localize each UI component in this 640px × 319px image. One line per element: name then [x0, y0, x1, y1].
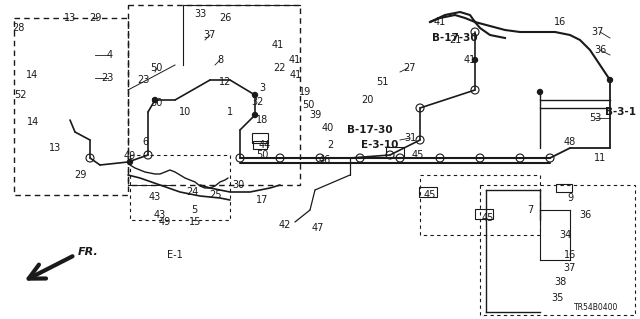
- Text: 14: 14: [26, 70, 38, 80]
- Text: B-17-30: B-17-30: [432, 33, 478, 43]
- Circle shape: [253, 93, 257, 98]
- Bar: [128, 5, 300, 185]
- Text: FR.: FR.: [78, 247, 99, 257]
- Text: B-17-30: B-17-30: [347, 125, 393, 135]
- Text: 41: 41: [289, 55, 301, 65]
- Bar: [14, 18, 128, 195]
- Text: 14: 14: [27, 117, 39, 127]
- Text: 11: 11: [594, 153, 606, 163]
- Bar: [252, 133, 268, 143]
- Text: 23: 23: [137, 75, 149, 85]
- Text: 34: 34: [559, 230, 571, 240]
- Text: 33: 33: [194, 9, 206, 19]
- Text: 3: 3: [259, 83, 265, 93]
- Text: 30: 30: [232, 180, 244, 190]
- Text: 36: 36: [594, 45, 606, 55]
- Text: 40: 40: [322, 123, 334, 133]
- Text: 49: 49: [124, 151, 136, 161]
- Text: 50: 50: [150, 63, 162, 73]
- Text: 29: 29: [89, 13, 101, 23]
- Text: 47: 47: [312, 223, 324, 233]
- Text: 36: 36: [579, 210, 591, 220]
- Text: 20: 20: [361, 95, 373, 105]
- Text: 52: 52: [13, 90, 26, 100]
- Text: 4: 4: [107, 50, 113, 60]
- Text: 35: 35: [552, 293, 564, 303]
- Text: 15: 15: [189, 217, 201, 227]
- Text: 5: 5: [191, 205, 197, 215]
- Text: 50: 50: [256, 150, 268, 160]
- Text: 1: 1: [227, 107, 233, 117]
- Text: 17: 17: [256, 195, 268, 205]
- Text: 28: 28: [12, 23, 24, 33]
- Bar: [386, 147, 404, 157]
- Text: 24: 24: [186, 187, 198, 197]
- Text: 39: 39: [309, 110, 321, 120]
- Circle shape: [607, 78, 612, 83]
- Text: 25: 25: [209, 190, 221, 200]
- Bar: [253, 141, 267, 149]
- Text: 41: 41: [434, 17, 446, 27]
- Text: 23: 23: [101, 73, 113, 83]
- Text: 50: 50: [150, 98, 162, 108]
- Circle shape: [253, 113, 257, 117]
- Text: E-3-10: E-3-10: [362, 140, 399, 150]
- Text: 45: 45: [424, 190, 436, 200]
- Text: 6: 6: [142, 137, 148, 147]
- Text: 31: 31: [404, 133, 416, 143]
- Text: 9: 9: [567, 193, 573, 203]
- Text: 19: 19: [299, 87, 311, 97]
- Text: 51: 51: [376, 77, 388, 87]
- Text: 7: 7: [527, 205, 533, 215]
- Text: 13: 13: [49, 143, 61, 153]
- Circle shape: [152, 98, 157, 102]
- Text: 45: 45: [482, 213, 494, 223]
- Text: 38: 38: [554, 277, 566, 287]
- Text: 37: 37: [204, 30, 216, 40]
- Text: 2: 2: [327, 140, 333, 150]
- Text: 42: 42: [279, 220, 291, 230]
- Text: 44: 44: [259, 140, 271, 150]
- Text: 10: 10: [179, 107, 191, 117]
- Text: TR54B0400: TR54B0400: [574, 303, 618, 313]
- Text: 41: 41: [272, 40, 284, 50]
- Bar: [480, 185, 635, 315]
- Text: 22: 22: [274, 63, 286, 73]
- Circle shape: [127, 160, 132, 165]
- Text: 45: 45: [412, 150, 424, 160]
- Text: 37: 37: [564, 263, 576, 273]
- Bar: [420, 175, 540, 235]
- Bar: [419, 187, 437, 197]
- Text: 16: 16: [564, 250, 576, 260]
- Text: 12: 12: [219, 77, 231, 87]
- Text: 48: 48: [564, 137, 576, 147]
- Bar: [556, 184, 572, 192]
- Text: E-1: E-1: [167, 250, 183, 260]
- Text: 16: 16: [554, 17, 566, 27]
- Text: 32: 32: [252, 97, 264, 107]
- Text: 53: 53: [589, 113, 601, 123]
- Text: 18: 18: [256, 115, 268, 125]
- Circle shape: [472, 57, 477, 63]
- Text: 21: 21: [449, 35, 461, 45]
- Text: 41: 41: [290, 70, 302, 80]
- Text: 43: 43: [149, 192, 161, 202]
- Text: 43: 43: [154, 210, 166, 220]
- Circle shape: [538, 90, 543, 94]
- Text: 8: 8: [217, 55, 223, 65]
- Text: 37: 37: [592, 27, 604, 37]
- Bar: [475, 209, 493, 219]
- Bar: [130, 155, 230, 220]
- Text: 46: 46: [319, 155, 331, 165]
- Text: 50: 50: [302, 100, 314, 110]
- Text: 27: 27: [404, 63, 416, 73]
- Text: 29: 29: [74, 170, 86, 180]
- Text: B-3-1: B-3-1: [605, 107, 636, 117]
- Text: 41: 41: [464, 55, 476, 65]
- Text: 26: 26: [219, 13, 231, 23]
- Text: 49: 49: [159, 217, 171, 227]
- Text: 13: 13: [64, 13, 76, 23]
